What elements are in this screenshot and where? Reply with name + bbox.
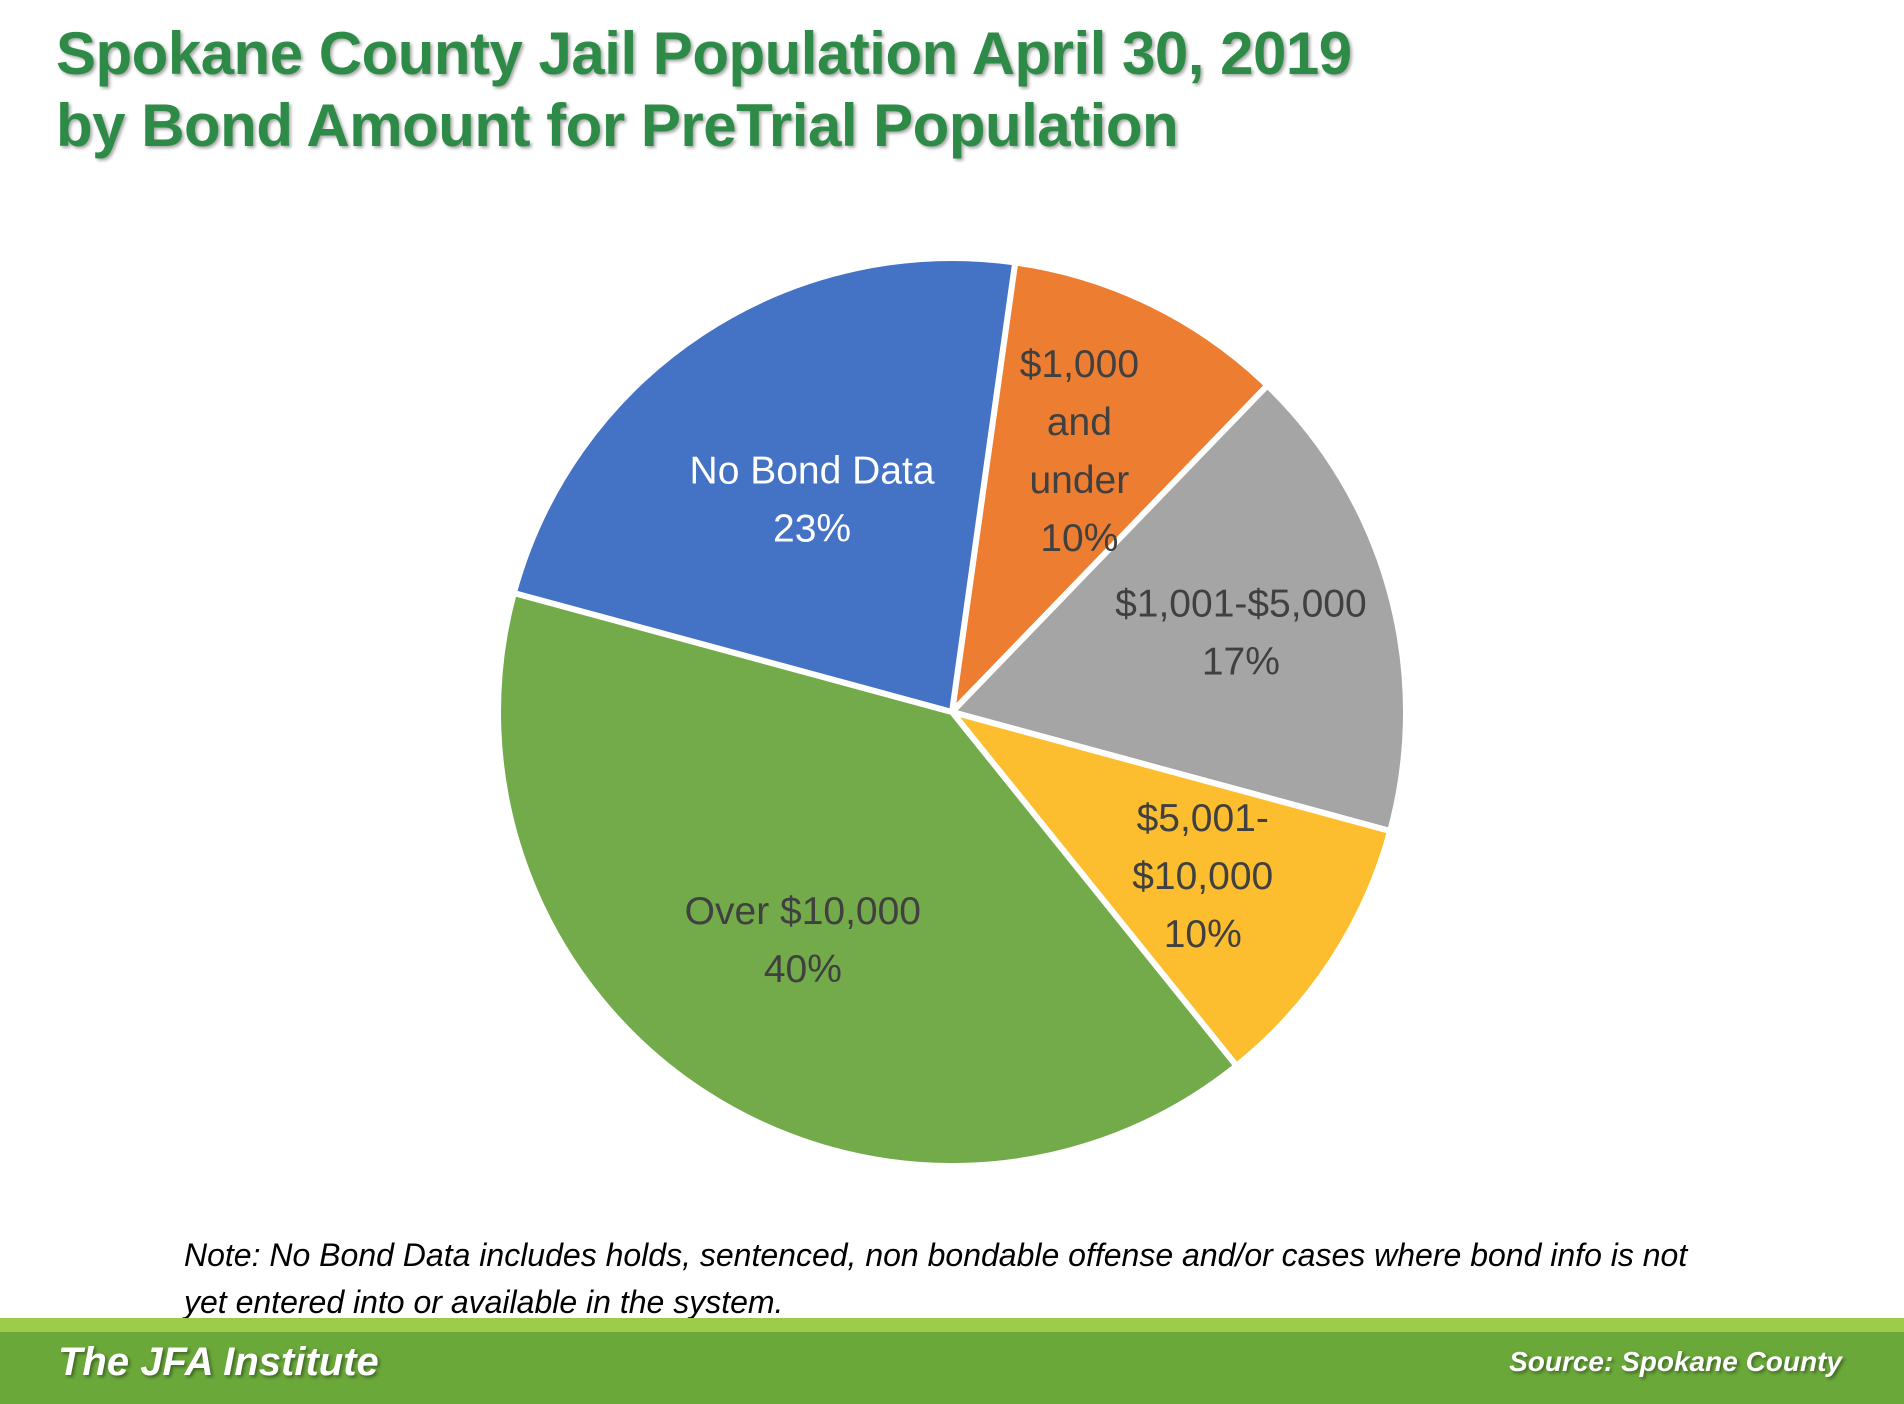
- slice-label-1-line-1: 17%: [1202, 640, 1280, 683]
- note-line-2: yet entered into or available in the sys…: [184, 1284, 784, 1320]
- slice-label-0: $1,000 and under 10%: [1020, 343, 1139, 560]
- chart-title: Spokane County Jail Population April 30,…: [56, 18, 1856, 162]
- footer-source: Source: Spokane County: [1509, 1346, 1842, 1377]
- slice-label-0-line-2: under: [1029, 459, 1129, 502]
- pie-slice-4: [510, 255, 1019, 715]
- note-line-1: Note: No Bond Data includes holds, sente…: [184, 1237, 1688, 1273]
- slice-label-2-line-2: 10%: [1164, 913, 1242, 956]
- chart-title-line-1: Spokane County Jail Population April 30,…: [56, 20, 1352, 87]
- slice-label-2-line-0: $5,001-: [1137, 797, 1269, 840]
- pie-slice-1: [949, 382, 1409, 835]
- pie-slice-3: [495, 589, 1240, 1169]
- slice-label-3-line-0: Over $10,000: [685, 890, 921, 933]
- slice-label-4-line-0: No Bond Data: [690, 450, 935, 493]
- footer-stripe: [0, 1318, 1904, 1332]
- slice-label-4-line-1: 23%: [773, 508, 851, 551]
- slice-label-3-line-1: 40%: [764, 948, 842, 991]
- pie-slice-2: [949, 709, 1394, 1069]
- pie-chart: $1,000 and under 10% $1,001-$5,000 17% $5,001-…: [495, 255, 1409, 1169]
- footer-organization: The JFA Institute: [58, 1340, 379, 1384]
- slice-label-2-line-1: $10,000: [1132, 855, 1273, 898]
- slice-label-4: No Bond Data 23%: [690, 450, 935, 551]
- slice-label-3: Over $10,000 40%: [685, 890, 921, 991]
- slice-label-0-line-3: 10%: [1040, 517, 1118, 560]
- chart-title-line-2: by Bond Amount for PreTrial Population: [56, 92, 1179, 159]
- slice-label-1-line-0: $1,001-$5,000: [1115, 582, 1367, 625]
- slice-label-1: $1,001-$5,000 17%: [1115, 582, 1367, 683]
- pie-slice-0: [949, 259, 1271, 715]
- chart-note: Note: No Bond Data includes holds, sente…: [184, 1232, 1804, 1326]
- slice-label-0-line-0: $1,000: [1020, 343, 1139, 386]
- footer-bar: The JFA Institute Source: Spokane County: [0, 1332, 1904, 1404]
- slice-label-0-line-1: and: [1047, 401, 1112, 444]
- slice-label-2: $5,001- $10,000 10%: [1132, 797, 1273, 956]
